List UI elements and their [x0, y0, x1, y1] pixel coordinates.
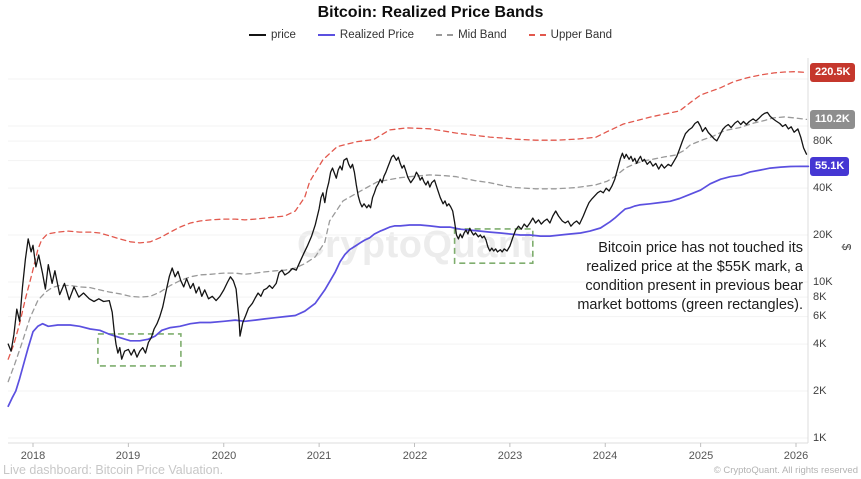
legend-item-upper-band[interactable]: Upper Band — [528, 29, 613, 41]
x-tick-label: 2020 — [211, 450, 237, 462]
annotation: Bitcoin price has not touched its realize… — [577, 239, 803, 315]
x-tick-label: 2018 — [20, 450, 46, 462]
legend-line-icon — [248, 34, 266, 36]
y-tick-label: 10K — [813, 276, 833, 288]
price-badge-220.5K: 220.5K — [810, 63, 856, 82]
y-axis-title: $ — [839, 243, 854, 251]
legend-item-realized-price[interactable]: Realized Price — [317, 29, 415, 41]
price-badge-110.2K: 110.2K — [810, 110, 855, 129]
x-tick-label: 2019 — [115, 450, 141, 462]
legend-label: Mid Band — [458, 29, 507, 41]
legend: price Realized Price Mid Band Upper Band — [0, 29, 861, 41]
y-tick-label: 40K — [813, 182, 833, 194]
legend-line-icon — [528, 34, 546, 36]
y-tick-label: 8K — [813, 291, 827, 303]
y-tick-label: 6K — [813, 310, 827, 322]
legend-label: price — [270, 29, 296, 41]
upper-band-line — [7, 71, 808, 360]
x-tick-label: 2024 — [592, 450, 618, 462]
price-badge-55.1K: 55.1K — [810, 157, 850, 176]
x-tick-label: 2022 — [402, 450, 428, 462]
bear-bottom-rect — [97, 333, 182, 367]
page-title: Bitcoin: Realized Price Bands — [317, 4, 544, 21]
legend-item-price[interactable]: price — [248, 29, 296, 41]
realized-price-line — [7, 165, 810, 408]
dashboard-link[interactable]: Live dashboard: Bitcoin Price Valuation. — [3, 463, 224, 477]
legend-label: Realized Price — [339, 29, 415, 41]
bear-bottom-rect — [453, 228, 534, 264]
y-tick-label: 1K — [813, 432, 827, 444]
y-tick-label: 2K — [813, 385, 827, 397]
legend-line-icon — [317, 34, 335, 36]
y-tick-label: 80K — [813, 135, 833, 147]
price-line — [7, 111, 808, 360]
x-tick-label: 2021 — [306, 450, 332, 462]
legend-item-mid-band[interactable]: Mid Band — [436, 29, 507, 41]
annotation-line: Bitcoin price has not touched its — [598, 240, 803, 256]
y-tick-label: 20K — [813, 229, 833, 241]
copyright: © CryptoQuant. All rights reserved — [713, 465, 858, 476]
annotation-line: market bottoms (green rectangles). — [577, 297, 803, 313]
annotation-line: condition present in previous bear — [585, 278, 803, 294]
x-tick-label: 2026 — [783, 450, 809, 462]
annotation-line: realized price at the $55K mark, a — [586, 259, 803, 275]
x-tick-label: 2025 — [688, 450, 714, 462]
mid-band-line — [7, 116, 808, 383]
y-tick-label: 4K — [813, 338, 827, 350]
legend-line-icon — [436, 34, 454, 36]
legend-label: Upper Band — [550, 29, 613, 41]
x-tick-label: 2023 — [497, 450, 523, 462]
